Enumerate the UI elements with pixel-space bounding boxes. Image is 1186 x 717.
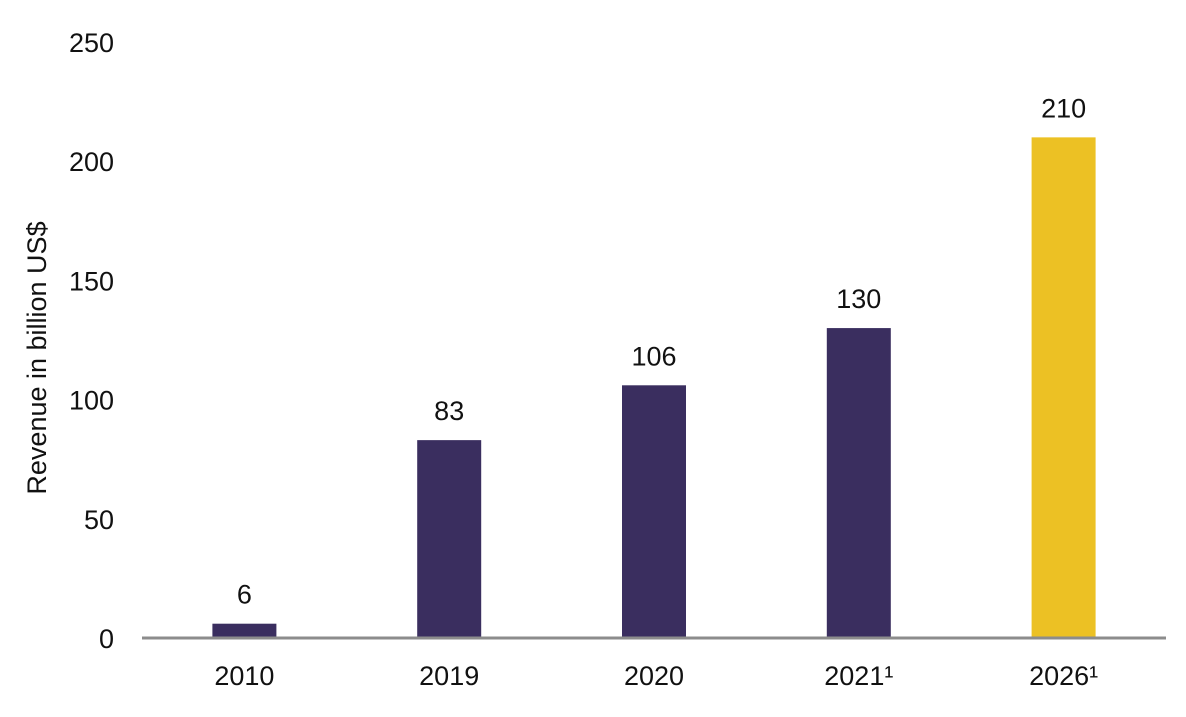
bar-value-label: 83 (434, 396, 464, 426)
y-tick-label: 200 (69, 147, 114, 177)
y-tick-label: 250 (69, 28, 114, 58)
x-tick-label: 2026¹ (1029, 661, 1098, 691)
bars (212, 137, 1096, 639)
y-tick-label: 150 (69, 266, 114, 296)
bar (622, 385, 686, 638)
bar-value-label: 130 (836, 284, 881, 314)
y-axis-ticks: 0 50 100 150 200 250 (69, 28, 114, 654)
x-axis-ticks: 2010 2019 2020 2021¹ 2026¹ (214, 661, 1098, 691)
bar-value-label: 6 (237, 580, 252, 610)
y-tick-label: 100 (69, 386, 114, 416)
y-axis-title: Revenue in billion US$ (22, 221, 52, 494)
x-tick-label: 2019 (419, 661, 479, 691)
bar-value-label: 210 (1041, 93, 1086, 123)
y-tick-label: 0 (99, 624, 114, 654)
y-tick-label: 50 (84, 505, 114, 535)
bar-value-label: 106 (631, 341, 676, 371)
data-labels: 6 83 106 130 210 (237, 93, 1086, 609)
x-tick-label: 2010 (214, 661, 274, 691)
bar (826, 328, 891, 638)
x-tick-label: 2021¹ (824, 661, 893, 691)
bar (417, 440, 482, 638)
bar (212, 623, 277, 638)
x-tick-label: 2020 (624, 661, 684, 691)
bar (1031, 137, 1096, 639)
